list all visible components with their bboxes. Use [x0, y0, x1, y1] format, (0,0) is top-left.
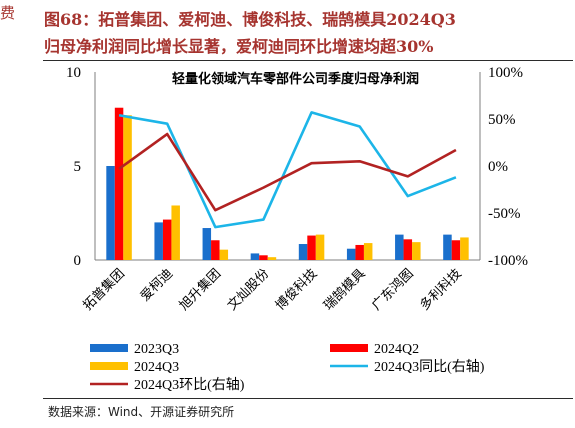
bar-2023Q3-旭升集团: [202, 228, 212, 260]
line-2024Q3环比(右轴): [118, 132, 457, 212]
right-axis-tick-label: -100%: [488, 253, 528, 269]
line-2024Q3同比(右轴): [118, 111, 457, 229]
bar-2024Q2-旭升集团: [211, 240, 220, 260]
legend-swatch-2023Q3: [90, 344, 128, 352]
category-label: 多利科技: [417, 266, 465, 314]
bar-2024Q2-瑞鹄模具: [355, 244, 364, 260]
right-axis-tick-label: -50%: [488, 206, 521, 222]
bar-2023Q3-瑞鹄模具: [346, 248, 356, 260]
chart-title: 轻量化领域汽车零部件公司季度归母净利润: [172, 71, 419, 87]
bar-2024Q2-爱柯迪: [162, 219, 172, 260]
bar-2024Q2-多利科技: [451, 240, 461, 260]
figure-title-line1: 图68：拓普集团、爱柯迪、博俊科技、瑞鹄模具2024Q3: [44, 10, 456, 29]
category-label: 博俊科技: [273, 266, 320, 313]
left-axis-tick-label: 0: [74, 253, 82, 269]
category-label: 拓普集团: [80, 266, 128, 314]
left-axis-tick-label: 10: [66, 65, 81, 81]
bar-2024Q3-多利科技: [460, 237, 469, 260]
bar-2024Q2-文灿股份: [259, 255, 268, 260]
category-label: 广东鸿图: [369, 266, 417, 314]
category-label: 旭升集团: [176, 266, 224, 314]
category-label: 爱柯迪: [138, 266, 176, 304]
bar-2024Q3-瑞鹄模具: [363, 243, 373, 260]
right-axis-tick-label: 0%: [488, 159, 508, 175]
left-page-fragment: 费: [0, 4, 16, 22]
bar-2024Q3-爱柯迪: [171, 205, 180, 260]
category-label: 文灿股份: [225, 266, 272, 313]
right-axis-tick-label: 100%: [488, 65, 523, 81]
legend-label: 2024Q2: [374, 342, 419, 357]
legend-swatch-2024Q3: [90, 362, 128, 370]
bar-2024Q3-旭升集团: [219, 249, 229, 260]
figure-title: 图68：拓普集团、爱柯迪、博俊科技、瑞鹄模具2024Q3 归母净利润同比增长显著…: [44, 6, 574, 60]
bar-2024Q2-广东鸿图: [403, 239, 413, 260]
legend-swatch-2024Q2: [330, 344, 368, 352]
bar-2024Q3-拓普集团: [123, 115, 132, 261]
bar-2024Q3-广东鸿图: [412, 242, 421, 260]
bar-2023Q3-广东鸿图: [395, 234, 404, 260]
title-bottom-rule: [43, 60, 573, 61]
bar-2023Q3-多利科技: [443, 234, 452, 260]
legend-label: 2024Q3同比(右轴): [374, 359, 485, 375]
bar-2024Q3-博俊科技: [315, 234, 325, 260]
bar-2024Q2-拓普集团: [114, 107, 124, 260]
bar-2023Q3-拓普集团: [106, 166, 115, 260]
legend-label: 2023Q3: [134, 342, 179, 357]
legend-label: 2024Q3环比(右轴): [134, 377, 245, 393]
bar-2023Q3-博俊科技: [298, 244, 308, 260]
category-label: 瑞鹄模具: [320, 266, 368, 314]
figure-title-line2: 归母净利润同比增长显著，爱柯迪同环比增速均超30%: [44, 37, 434, 56]
source-top-rule: [43, 398, 573, 399]
left-axis-tick-label: 5: [74, 159, 82, 175]
source-note: 数据来源：Wind、开源证券研究所: [48, 405, 235, 419]
bar-2024Q2-博俊科技: [307, 235, 316, 260]
bar-2023Q3-文灿股份: [250, 253, 260, 260]
bar-2024Q3-文灿股份: [267, 257, 277, 260]
bar-2023Q3-爱柯迪: [154, 222, 163, 260]
legend-label: 2024Q3: [134, 360, 179, 375]
right-axis-tick-label: 50%: [488, 112, 516, 128]
